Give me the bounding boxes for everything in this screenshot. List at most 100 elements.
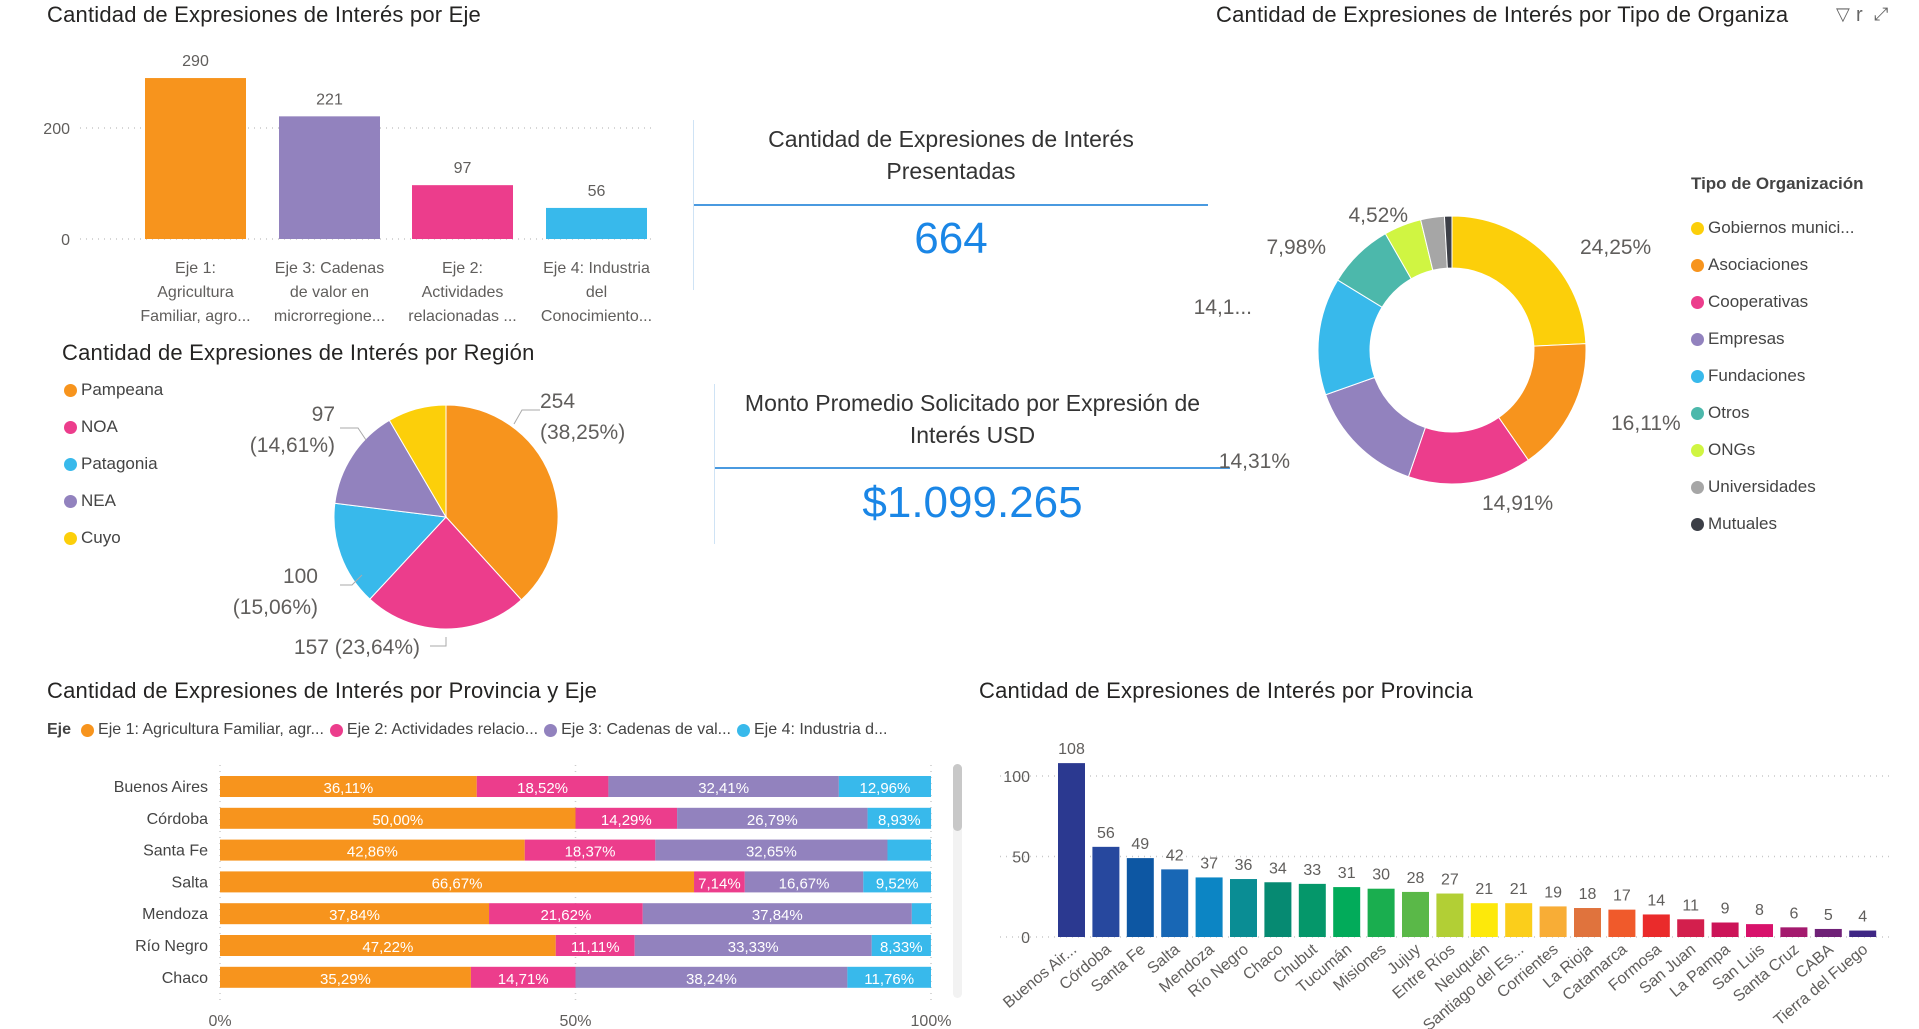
legend-item[interactable]: Eje 4: Industria d... (737, 721, 887, 739)
legend-item[interactable]: Eje 2: Actividades relacio... (329, 721, 538, 739)
data-label: 11 (1682, 897, 1699, 914)
data-label: 28 (1407, 870, 1425, 887)
legend-item[interactable]: Asociaciones (1691, 255, 1808, 275)
org-chart-title-text: Cantidad de Expresiones de Interés por T… (1216, 2, 1789, 27)
legend-label: Eje 4: Industria d... (754, 721, 888, 738)
bar-provincia (1608, 909, 1636, 937)
donut-data-label: 14,31% (1219, 450, 1290, 473)
legend-label: Asociaciones (1708, 255, 1809, 274)
data-label: 4 (1858, 909, 1867, 926)
bar-provincia (1814, 928, 1842, 937)
segment-data-label: 21,62% (540, 907, 591, 924)
legend-item[interactable]: Empresas (1691, 329, 1785, 349)
stacked-bar-segment (634, 935, 872, 956)
kpi-divider (715, 467, 1230, 469)
bar-provincia (1574, 908, 1601, 937)
legend-item[interactable]: Patagonia (64, 454, 158, 474)
stacked-bar-segment (677, 807, 868, 829)
stacked-bar-segment (838, 776, 931, 797)
data-label: 21 (1475, 881, 1493, 898)
legend-dot-icon (1691, 221, 1704, 235)
legend-label: Eje 3: Cadenas de val... (561, 721, 731, 738)
segment-data-label: 47,22% (362, 939, 413, 956)
eje-chart-title: Cantidad de Expresiones de Interés por E… (47, 2, 481, 27)
category-label: Buenos Aires (114, 779, 208, 796)
segment-data-label: 12,96% (859, 780, 910, 797)
bar-provincia (1161, 869, 1189, 937)
stacked-bar-segment (555, 935, 635, 956)
x-tick-label: 100% (911, 1013, 952, 1029)
legend-item[interactable]: Cuyo (64, 528, 121, 548)
kpi-title-line1: Cantidad de Expresiones de Interés (768, 126, 1134, 152)
stacked-bar-segment (489, 903, 643, 925)
region-chart-title: Cantidad de Expresiones de Interés por R… (62, 340, 535, 365)
donut-data-label: 4,52% (1348, 204, 1408, 227)
legend-dot-icon (64, 531, 77, 545)
legend-item[interactable]: NOA (64, 417, 118, 437)
segment-data-label: 32,41% (698, 780, 749, 797)
legend-item[interactable]: Universidades (1691, 477, 1816, 497)
y-tick-label: 100 (1003, 769, 1030, 786)
category-label: relacionadas ... (408, 308, 517, 325)
legend-dot-icon (64, 420, 77, 434)
stacked-bar-segment (655, 839, 888, 861)
stacked-bar-segment (220, 776, 477, 797)
legend-item[interactable]: Gobiernos munici... (1691, 218, 1854, 238)
data-label: 31 (1338, 865, 1356, 882)
segment-data-label: 26,79% (747, 812, 798, 829)
pie-data-label: 254 (540, 390, 575, 413)
legend-dot-icon (1691, 443, 1704, 457)
stacked-bar-segment (608, 776, 839, 797)
data-label: 221 (316, 91, 343, 108)
segment-data-label: 14,29% (601, 812, 652, 829)
stacked-bar-segment (744, 871, 864, 893)
org-title-tail: r (1856, 4, 1863, 26)
bar-provincia (1470, 903, 1498, 937)
donut-slice (1451, 215, 1587, 347)
segment-data-label: 18,52% (517, 780, 568, 797)
filter-icon[interactable]: ▽ (1836, 4, 1850, 24)
segment-data-label: 18,37% (565, 844, 616, 861)
legend-item[interactable]: Cooperativas (1691, 292, 1808, 312)
data-label: 9 (1721, 901, 1730, 918)
legend-dot-icon (64, 457, 77, 471)
data-label: 19 (1544, 884, 1562, 901)
stacked-bar-segment (470, 966, 576, 988)
legend-item[interactable]: NEA (64, 491, 116, 511)
data-label: 56 (588, 183, 606, 200)
scrollbar-track[interactable] (953, 764, 962, 998)
pie-data-label: (15,06%) (233, 596, 318, 619)
segment-data-label: 8,33% (880, 939, 923, 956)
data-label: 8 (1755, 902, 1764, 919)
category-label: Río Negro (135, 938, 208, 955)
category-label: del (586, 284, 607, 301)
legend-item[interactable]: Pampeana (64, 380, 163, 400)
data-label: 30 (1372, 867, 1390, 884)
legend-item[interactable]: Fundaciones (1691, 366, 1805, 386)
x-tick-label: 0% (208, 1013, 231, 1029)
bar-eje (145, 78, 246, 239)
legend-item[interactable]: Eje 1: Agricultura Familiar, agr... (81, 721, 324, 739)
legend-item[interactable]: ONGs (1691, 440, 1755, 460)
segment-data-label: 37,84% (752, 907, 803, 924)
category-label: Chaco (162, 970, 208, 987)
category-label: Mendoza (142, 906, 208, 923)
kpi-divider (694, 204, 1208, 206)
legend-item[interactable]: Mutuales (1691, 514, 1777, 534)
donut-slice (1443, 215, 1453, 269)
legend-item[interactable]: Otros (1691, 403, 1750, 423)
category-label: microrregione... (274, 308, 385, 325)
segment-data-label: 8,93% (878, 812, 921, 829)
expand-icon[interactable]: ⤢ (1874, 4, 1889, 24)
segment-data-label: 36,11% (323, 780, 373, 797)
segment-data-label: 42,86% (347, 844, 398, 861)
data-label: 33 (1303, 862, 1321, 879)
stacked-bar-segment (220, 807, 576, 829)
donut-data-label: 16,11% (1611, 412, 1681, 435)
data-label: 5 (1824, 907, 1833, 924)
legend-item[interactable]: Eje 3: Cadenas de val... (544, 721, 731, 739)
scrollbar-thumb[interactable] (953, 764, 962, 831)
stacked-bar-segment (575, 807, 678, 829)
segment-data-label: 9,52% (876, 875, 919, 892)
x-tick-label: 50% (559, 1013, 591, 1029)
